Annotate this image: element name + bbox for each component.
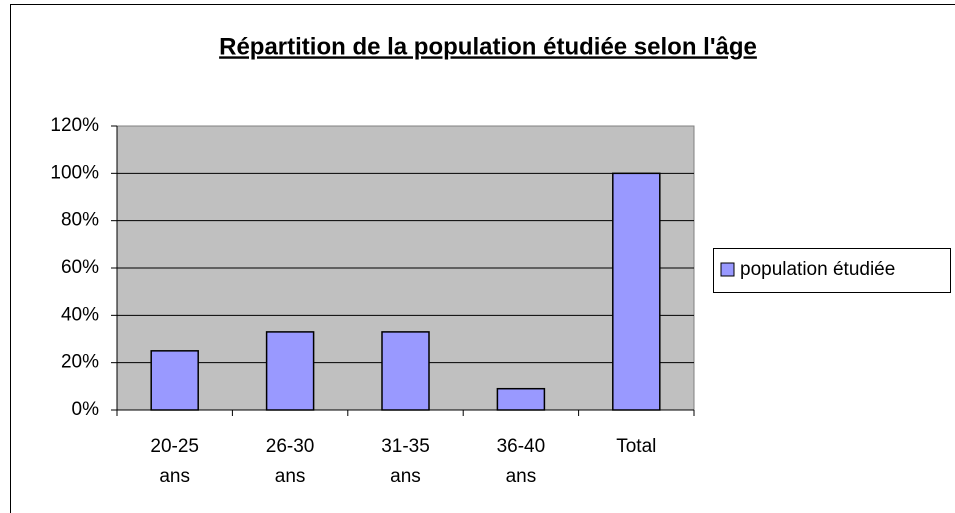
- bar: [265, 331, 315, 411]
- y-tick-label: 20%: [61, 352, 99, 373]
- x-tick-label: 20-25 ans: [150, 436, 199, 487]
- legend-swatch: [720, 262, 735, 277]
- y-tick-label: 0%: [72, 399, 100, 420]
- x-tick-label: 26-30 ans: [265, 436, 315, 487]
- bar: [496, 387, 546, 411]
- bar: [612, 172, 661, 411]
- x-tick-label: 36-40 ans: [496, 436, 546, 487]
- y-tick-label: 100%: [50, 162, 99, 183]
- y-tick-label: 40%: [61, 304, 99, 325]
- x-tick-label: 31-35 ans: [381, 436, 430, 487]
- legend-label: population étudiée: [740, 259, 895, 280]
- x-tick-label: Total: [616, 436, 657, 457]
- bar: [381, 331, 430, 411]
- y-tick-label: 60%: [61, 257, 99, 278]
- legend-box: [713, 248, 951, 293]
- bar: [150, 350, 199, 411]
- y-tick-label: 120%: [50, 115, 99, 136]
- y-tick-label: 80%: [61, 210, 99, 231]
- chart-title: Répartition de la population étudiée sel…: [219, 33, 757, 60]
